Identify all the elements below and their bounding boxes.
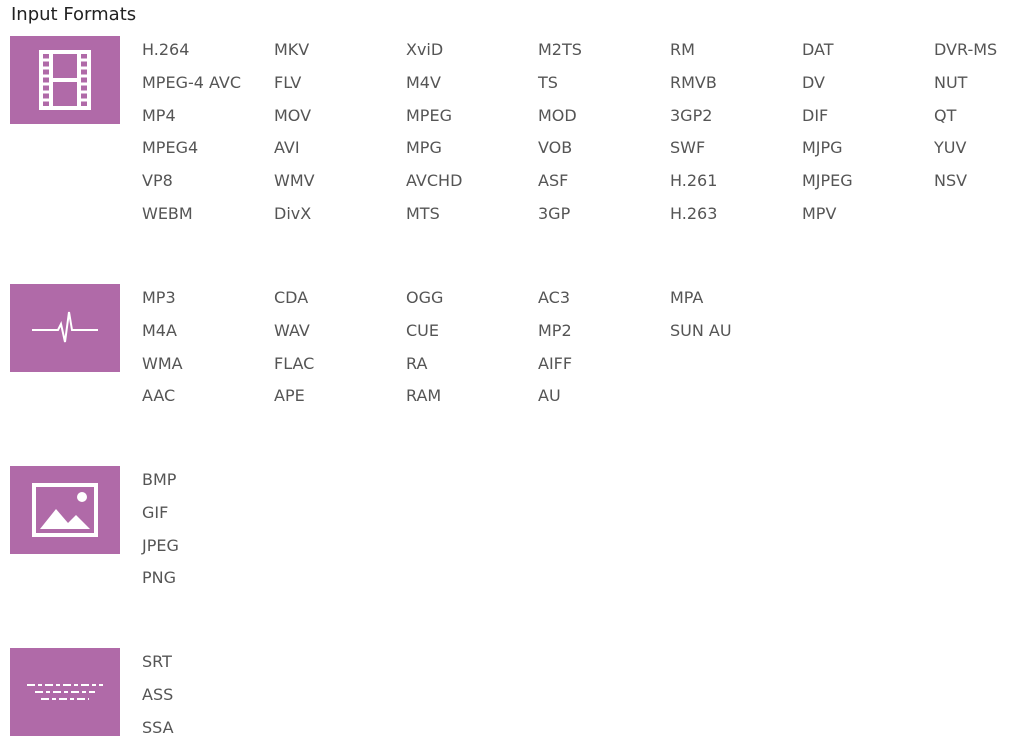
format-column: MKV FLV MOV AVI WMV DivX — [274, 36, 406, 233]
format-item: H.264 — [142, 40, 190, 59]
format-item: MKV — [274, 40, 310, 59]
format-item: MPEG — [406, 105, 452, 125]
format-column: H.264 MPEG-4 AVC MP4 MPEG4 VP8 WEBM — [142, 36, 274, 233]
format-item: SSA — [142, 717, 174, 737]
format-item: APE — [274, 386, 305, 406]
format-item: WMA — [142, 353, 183, 373]
film-icon — [10, 36, 120, 124]
format-item: QT — [934, 105, 957, 125]
format-column: BMP GIF JPEG PNG — [142, 466, 274, 597]
page-title: Input Formats — [11, 4, 137, 25]
format-item: DV — [802, 72, 825, 92]
format-item: MJPEG — [802, 171, 853, 191]
subtitle-icon — [10, 648, 120, 736]
format-column: OGG CUE RA RAM — [406, 284, 538, 415]
format-column: MPA SUN AU — [670, 284, 802, 415]
format-item: MPEG4 — [142, 138, 199, 158]
format-item: SRT — [142, 652, 172, 671]
format-item: DAT — [802, 40, 834, 59]
format-column: M2TS TS MOD VOB ASF 3GP — [538, 36, 670, 233]
format-column: SRT ASS SSA — [142, 648, 274, 746]
format-column: XviD M4V MPEG MPG AVCHD MTS — [406, 36, 538, 233]
format-item: MJPG — [802, 138, 843, 158]
format-item: SWF — [670, 138, 706, 158]
format-item: RM — [670, 40, 695, 59]
format-item: MPA — [670, 288, 704, 307]
format-item: RAM — [406, 386, 442, 406]
format-column: CDA WAV FLAC APE — [274, 284, 406, 415]
format-item: AIFF — [538, 353, 573, 373]
format-item: H.263 — [670, 203, 718, 223]
format-item: SUN AU — [670, 320, 732, 340]
format-item: XviD — [406, 40, 444, 59]
format-column: DVR-MS NUT QT YUV NSV — [934, 36, 1020, 233]
format-item: WAV — [274, 320, 310, 340]
format-item: MPV — [802, 203, 837, 223]
format-item: AVI — [274, 138, 300, 158]
format-item: VP8 — [142, 171, 173, 191]
format-column: RM RMVB 3GP2 SWF H.261 H.263 — [670, 36, 802, 233]
format-item: JPEG — [142, 535, 179, 555]
format-item: AAC — [142, 386, 176, 406]
format-item: MP2 — [538, 320, 572, 340]
format-item: DIF — [802, 105, 829, 125]
format-item: MTS — [406, 203, 440, 223]
format-item: WEBM — [142, 203, 193, 223]
format-item: AU — [538, 386, 561, 406]
format-item: ASS — [142, 684, 174, 704]
format-item: M2TS — [538, 40, 582, 59]
format-item: MPEG-4 AVC — [142, 72, 242, 92]
format-item: CDA — [274, 288, 309, 307]
format-item: ASF — [538, 171, 569, 191]
format-item: NUT — [934, 72, 968, 92]
format-item: DVR-MS — [934, 40, 998, 59]
format-item: MPG — [406, 138, 442, 158]
audio-wave-icon — [10, 284, 120, 372]
format-item: RA — [406, 353, 428, 373]
image-icon — [10, 466, 120, 554]
format-item: 3GP — [538, 203, 571, 223]
format-item: M4A — [142, 320, 177, 340]
format-item: CUE — [406, 320, 439, 340]
format-item: AC3 — [538, 288, 571, 307]
format-column: MP3 M4A WMA AAC — [142, 284, 274, 415]
format-item: AVCHD — [406, 171, 463, 191]
format-item: BMP — [142, 470, 177, 489]
format-item: NSV — [934, 171, 968, 191]
format-item: WMV — [274, 171, 315, 191]
format-item: RMVB — [670, 72, 717, 92]
format-item: MOD — [538, 105, 577, 125]
format-item: GIF — [142, 502, 169, 522]
format-item: TS — [538, 72, 558, 92]
format-item: YUV — [934, 138, 967, 158]
format-item: M4V — [406, 72, 441, 92]
format-item: FLV — [274, 72, 302, 92]
format-item: MOV — [274, 105, 312, 125]
format-item: OGG — [406, 288, 444, 307]
format-column: AC3 MP2 AIFF AU — [538, 284, 670, 415]
format-item: MP3 — [142, 288, 176, 307]
format-item: 3GP2 — [670, 105, 713, 125]
format-item: VOB — [538, 138, 573, 158]
format-item: H.261 — [670, 171, 718, 191]
format-item: MP4 — [142, 105, 176, 125]
format-item: PNG — [142, 568, 177, 588]
format-column: DAT DV DIF MJPG MJPEG MPV — [802, 36, 934, 233]
format-item: FLAC — [274, 353, 315, 373]
format-item: DivX — [274, 203, 312, 223]
